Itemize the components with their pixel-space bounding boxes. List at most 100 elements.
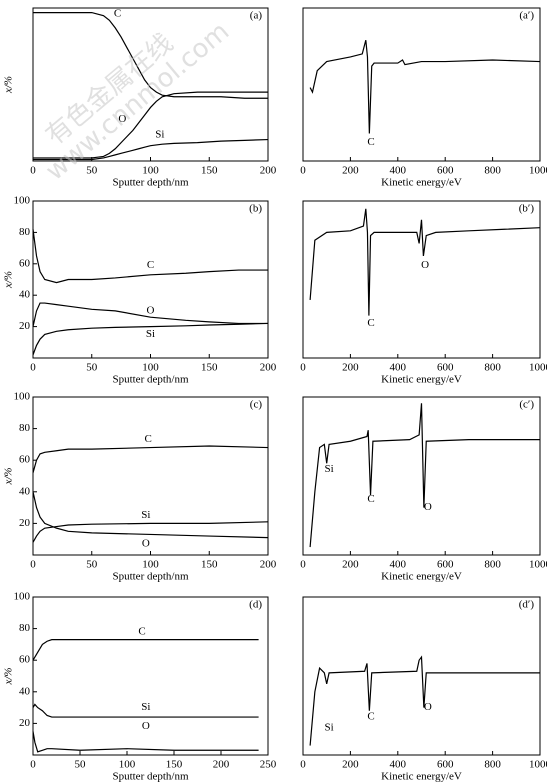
y-tick-label: 60 [19, 257, 31, 269]
y-tick-label: 100 [14, 195, 31, 207]
panel-label: (d′) [519, 599, 535, 611]
data-line [32, 445, 269, 474]
x-axis-label: Kinetic energy/eV [381, 177, 462, 189]
y-tick-label: 80 [19, 422, 31, 434]
data-line [32, 491, 269, 539]
y-tick-label: 60 [19, 654, 31, 666]
data-line [32, 639, 259, 661]
data-line [32, 322, 269, 356]
plot-frame [302, 200, 541, 359]
x-tick-label: 200 [342, 165, 359, 177]
x-tick-label: 150 [201, 362, 218, 374]
y-axis-label: x/% [3, 76, 15, 94]
x-tick-label: 100 [142, 559, 159, 571]
curve-label: C [114, 8, 121, 20]
curve-label: C [138, 625, 145, 637]
panel-label: (c) [250, 399, 263, 411]
x-tick-label: 0 [300, 559, 306, 571]
x-tick-label: 600 [437, 165, 454, 177]
x-tick-label: 150 [201, 559, 218, 571]
panel-label: (b′) [519, 203, 535, 215]
x-tick-label: 400 [390, 759, 407, 771]
x-tick-label: 50 [86, 559, 98, 571]
data-line [32, 521, 269, 543]
curve-label: Si [141, 509, 150, 521]
curve-label: O [142, 720, 150, 732]
y-tick-label: 40 [19, 485, 31, 497]
y-tick-label: 100 [14, 391, 31, 403]
data-line [309, 39, 541, 134]
curve-label: Si [146, 328, 155, 340]
x-tick-label: 150 [201, 165, 218, 177]
y-tick-label: 80 [19, 622, 31, 634]
x-tick-label: 200 [342, 559, 359, 571]
curve-label: O [424, 701, 432, 713]
x-tick-label: 400 [390, 559, 407, 571]
x-axis-label: Sputter depth/nm [112, 374, 189, 386]
x-tick-label: 0 [300, 165, 306, 177]
x-tick-label: 0 [30, 362, 36, 374]
x-tick-label: 50 [86, 362, 98, 374]
curve-label: Si [141, 701, 150, 713]
x-tick-label: 50 [86, 165, 98, 177]
curve-label: O [147, 304, 155, 316]
curve-label: C [147, 259, 154, 271]
curve-label: C [367, 136, 374, 148]
x-tick-label: 50 [75, 759, 87, 771]
curve-label: O [424, 501, 432, 513]
plot-frame [302, 596, 541, 756]
data-line [32, 731, 259, 753]
curve-label: C [367, 493, 374, 505]
x-axis-label: Sputter depth/nm [112, 177, 189, 189]
data-line [32, 302, 268, 327]
x-axis-label: Kinetic energy/eV [381, 771, 462, 783]
data-line [32, 703, 259, 718]
x-tick-label: 0 [300, 362, 306, 374]
curve-label: O [118, 113, 126, 125]
x-tick-label: 100 [142, 165, 159, 177]
panel-label: (b) [249, 203, 262, 215]
data-line [33, 11, 268, 99]
curve-label: Si [324, 722, 333, 734]
x-tick-label: 400 [390, 165, 407, 177]
x-axis-label: Kinetic energy/eV [381, 374, 462, 386]
data-line [309, 403, 540, 548]
x-tick-label: 800 [484, 759, 501, 771]
data-line [309, 655, 540, 746]
curve-label: C [144, 433, 151, 445]
x-tick-label: 0 [30, 759, 36, 771]
x-tick-label: 600 [437, 362, 454, 374]
y-axis-label: x/% [3, 271, 15, 289]
panel-label: (a′) [519, 10, 534, 22]
x-tick-label: 800 [484, 559, 501, 571]
y-tick-label: 100 [14, 591, 31, 603]
curve-label: C [367, 711, 374, 723]
x-axis-label: Sputter depth/nm [112, 571, 189, 583]
plot-frame [302, 7, 541, 162]
x-tick-label: 800 [484, 165, 501, 177]
panel-label: (c′) [519, 399, 534, 411]
x-tick-label: 1000 [529, 165, 547, 177]
data-line [33, 91, 268, 159]
x-tick-label: 200 [342, 362, 359, 374]
x-tick-label: 100 [142, 362, 159, 374]
x-tick-label: 200 [260, 559, 277, 571]
y-tick-label: 20 [19, 717, 31, 729]
panel-label: (a) [250, 10, 263, 22]
curve-label: O [421, 259, 429, 271]
curve-label: Si [155, 129, 164, 141]
x-tick-label: 800 [484, 362, 501, 374]
y-axis-label: x/% [3, 667, 15, 685]
plot-frame [302, 396, 541, 556]
data-line [33, 138, 269, 161]
x-tick-label: 150 [166, 759, 183, 771]
y-tick-label: 40 [19, 289, 31, 301]
x-axis-label: Sputter depth/nm [112, 771, 189, 783]
curve-label: C [367, 317, 374, 329]
x-tick-label: 600 [437, 759, 454, 771]
x-tick-label: 100 [119, 759, 136, 771]
y-tick-label: 20 [19, 517, 31, 529]
x-tick-label: 200 [260, 165, 277, 177]
x-axis-label: Kinetic energy/eV [381, 571, 462, 583]
